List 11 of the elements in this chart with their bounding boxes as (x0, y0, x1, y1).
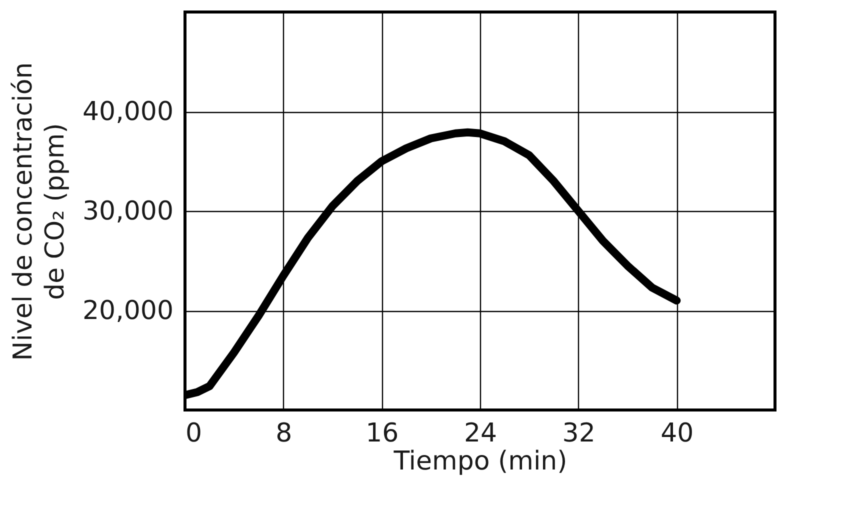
x-tick-label: 24 (464, 418, 498, 448)
x-tick-label: 0 (186, 418, 202, 448)
y-tick-label: 20,000 (82, 296, 174, 326)
x-axis-title: Tiempo (min) (392, 446, 568, 476)
x-tick-label: 8 (276, 418, 292, 448)
y-tick-label: 40,000 (82, 97, 174, 127)
x-tick-label: 16 (366, 418, 399, 448)
y-tick-label: 30,000 (82, 196, 174, 226)
x-tick-label: 40 (660, 418, 694, 448)
x-tick-label: 32 (562, 418, 596, 448)
y-axis-title: Nivel de concentración de CO₂ (ppm) (8, 62, 71, 361)
